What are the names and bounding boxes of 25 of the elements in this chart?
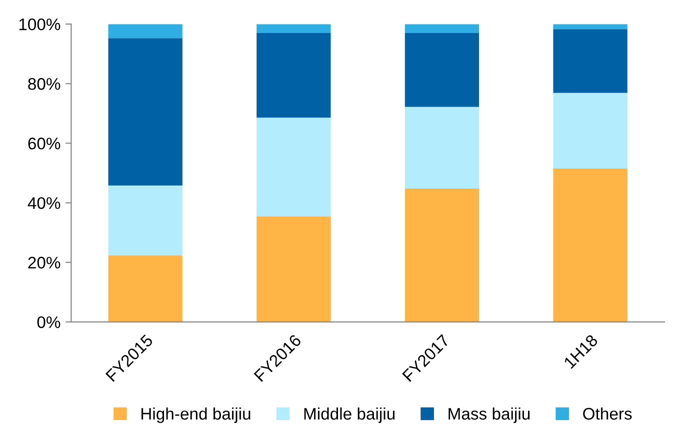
y-tick-label: 40% [28, 197, 60, 209]
y-tick-label: 20% [28, 256, 60, 269]
bar [256, 24, 331, 34]
y-tick-label: 0% [37, 316, 60, 328]
legend-label: Others [583, 407, 632, 420]
bar [256, 33, 331, 118]
bar [256, 118, 331, 216]
legend-label: High-end baijiu [142, 407, 250, 423]
y-tick-label: 60% [28, 138, 60, 150]
bar [108, 24, 182, 38]
bar [553, 168, 628, 322]
bar [404, 33, 480, 107]
legend-label: Mass baijiu [448, 407, 530, 423]
bar [108, 255, 182, 322]
bar [553, 92, 628, 169]
bar [404, 188, 480, 322]
legend-label: Middle baijiu [304, 407, 395, 423]
bar [108, 38, 182, 186]
bar [108, 186, 182, 256]
y-tick-label: 80% [28, 78, 60, 90]
bar [256, 216, 331, 322]
y-tick-label: 100% [19, 18, 60, 30]
bar [404, 24, 480, 34]
bar [553, 29, 628, 93]
bar [404, 106, 480, 188]
